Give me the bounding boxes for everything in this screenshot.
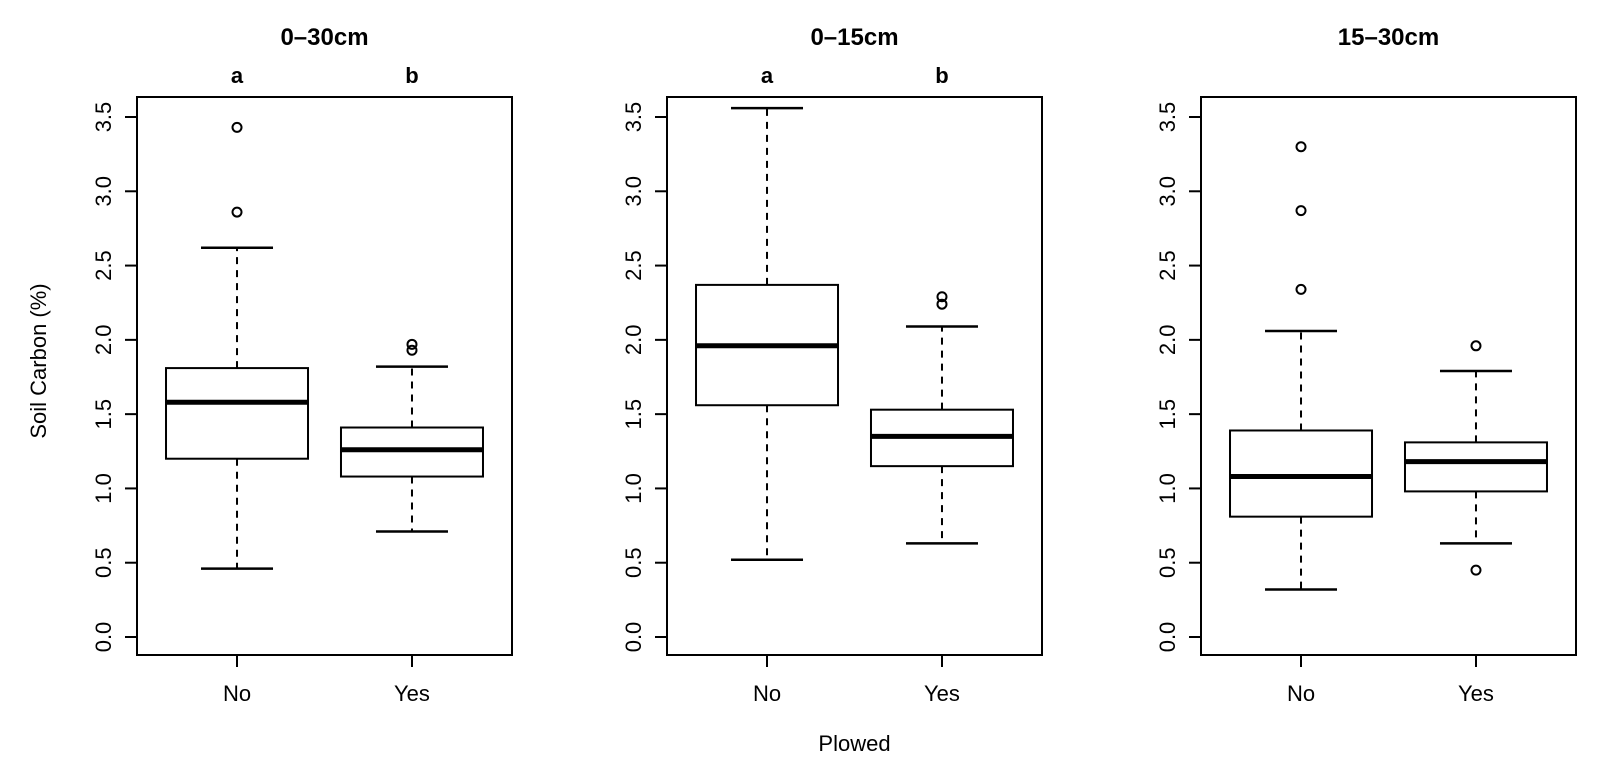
significance-letter: b — [935, 63, 948, 88]
plot-frame — [136, 96, 513, 656]
y-tick-label: 2.5 — [91, 250, 116, 281]
panel-title: 15–30cm — [1338, 24, 1439, 51]
outlier-point — [1295, 283, 1307, 295]
y-tick-label: 3.5 — [91, 102, 116, 133]
outlier-point — [1470, 564, 1482, 576]
significance-letter: b — [405, 63, 418, 88]
category-label: Yes — [924, 681, 960, 706]
y-tick-label: 2.0 — [91, 325, 116, 356]
outlier-point — [406, 344, 418, 356]
x-axis-label: Plowed — [818, 731, 890, 756]
y-tick-label: 1.5 — [1155, 399, 1180, 430]
outlier-point — [1295, 205, 1307, 217]
y-tick-label: 1.5 — [91, 399, 116, 430]
outlier-point — [406, 338, 418, 350]
category-label: No — [753, 681, 781, 706]
y-tick-label: 3.0 — [91, 176, 116, 207]
y-tick-label: 2.0 — [1155, 325, 1180, 356]
y-tick-label: 2.5 — [1155, 250, 1180, 281]
outlier-point — [936, 298, 948, 310]
box — [1403, 441, 1548, 493]
category-label: No — [223, 681, 251, 706]
category-label: Yes — [1458, 681, 1494, 706]
y-tick-label: 3.0 — [1155, 176, 1180, 207]
y-tick-label: 2.5 — [621, 250, 646, 281]
y-tick-label: 0.0 — [91, 622, 116, 653]
significance-letter: a — [231, 63, 244, 88]
y-tick-label: 0.0 — [1155, 622, 1180, 653]
box — [165, 367, 310, 460]
y-tick-label: 3.5 — [1155, 102, 1180, 133]
y-axis-label: Soil Carbon (%) — [26, 283, 51, 438]
category-label: Yes — [394, 681, 430, 706]
outlier-point — [1295, 141, 1307, 153]
y-tick-label: 1.0 — [621, 473, 646, 504]
category-label: No — [1287, 681, 1315, 706]
outlier-point — [231, 121, 243, 133]
y-tick-label: 2.0 — [621, 325, 646, 356]
plot-frame — [1200, 96, 1577, 656]
y-tick-label: 0.0 — [621, 622, 646, 653]
outlier-point — [1470, 340, 1482, 352]
box — [1229, 429, 1374, 518]
outlier-point — [231, 206, 243, 218]
y-tick-label: 0.5 — [621, 547, 646, 578]
significance-letter: a — [761, 63, 774, 88]
panel-title: 0–30cm — [280, 24, 368, 51]
y-tick-label: 3.5 — [621, 102, 646, 133]
y-tick-label: 0.5 — [91, 547, 116, 578]
panel-title: 0–15cm — [810, 24, 898, 51]
y-tick-label: 1.0 — [1155, 473, 1180, 504]
y-tick-label: 0.5 — [1155, 547, 1180, 578]
y-tick-label: 3.0 — [621, 176, 646, 207]
outlier-point — [936, 291, 948, 303]
y-tick-label: 1.0 — [91, 473, 116, 504]
y-tick-label: 1.5 — [621, 399, 646, 430]
plot-frame — [666, 96, 1043, 656]
